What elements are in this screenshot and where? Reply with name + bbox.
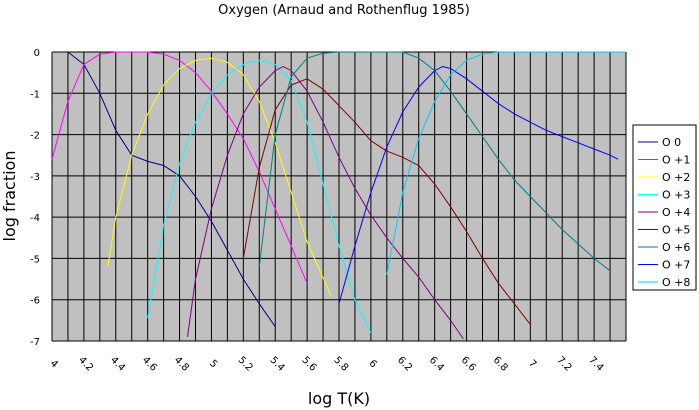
y-tick-label: -1 (30, 89, 40, 100)
legend-label: O +1 (662, 154, 690, 167)
y-axis-ticks: 0 -1 -2 -3 -4 -5 -6 -7 (30, 48, 40, 348)
x-tick-label: 5 (207, 358, 219, 370)
y-tick-label: -7 (30, 337, 40, 348)
series-lines (51, 51, 626, 340)
y-tick-label: 0 (34, 48, 40, 59)
legend-label: O +2 (662, 171, 690, 184)
x-tick-label: 6.6 (459, 355, 478, 374)
x-axis-label: log T(K) (308, 389, 370, 408)
x-tick-label: 7.2 (554, 355, 573, 374)
series-line-5 (242, 78, 531, 325)
x-tick-label: 5.6 (299, 355, 318, 374)
x-tick-label: 7.4 (586, 355, 605, 374)
legend-label: O +5 (662, 224, 690, 237)
x-tick-label: 6.4 (427, 355, 446, 374)
legend-label: O +8 (662, 276, 690, 289)
series-line-8 (386, 51, 626, 275)
x-tick-label: 5.8 (331, 355, 350, 374)
x-tick-label: 4 (48, 358, 60, 370)
chart-legend: O 0 O +1 O +2 O +3 O +4 O +5 O +6 O +7 O +8 (632, 124, 697, 291)
legend-label: O +6 (662, 241, 690, 254)
y-axis-label: log fraction (0, 151, 19, 242)
chart-title: Oxygen (Arnaud and Rothenflug 1985) (218, 3, 470, 18)
legend-label: O +4 (662, 206, 690, 219)
series-line-2 (107, 57, 332, 296)
series-line-4 (187, 65, 464, 340)
y-tick-label: -4 (30, 213, 40, 224)
series-line-1 (51, 51, 308, 284)
x-tick-label: 5.4 (267, 355, 286, 374)
legend-box (632, 124, 697, 291)
series-line-7 (338, 65, 619, 304)
x-tick-label: 6.8 (491, 355, 510, 374)
x-tick-label: 4.8 (172, 355, 191, 374)
x-tick-label: 4.4 (108, 355, 127, 374)
series-line-0 (67, 51, 276, 327)
x-tick-label: 6 (367, 358, 379, 370)
y-tick-label: -6 (30, 296, 40, 307)
y-tick-label: -2 (30, 131, 40, 142)
y-tick-label: -3 (30, 172, 40, 183)
y-tick-label: -5 (30, 254, 40, 265)
series-line-6 (258, 51, 611, 272)
legend-label: O +7 (662, 259, 690, 272)
x-tick-label: 5.2 (236, 355, 255, 374)
x-tick-label: 4.6 (140, 355, 159, 374)
legend-label: O +3 (662, 189, 690, 202)
x-tick-label: 6.2 (395, 355, 414, 374)
x-axis-ticks: 4 4.2 4.4 4.6 4.8 5 5.2 5.4 5.6 5.8 6 6.2 6.4 6.6 6.8 7… (48, 355, 606, 374)
legend-label: O 0 (662, 136, 681, 149)
x-tick-label: 4.2 (76, 355, 95, 374)
x-tick-label: 7 (526, 358, 538, 370)
series-line-3 (147, 59, 372, 333)
